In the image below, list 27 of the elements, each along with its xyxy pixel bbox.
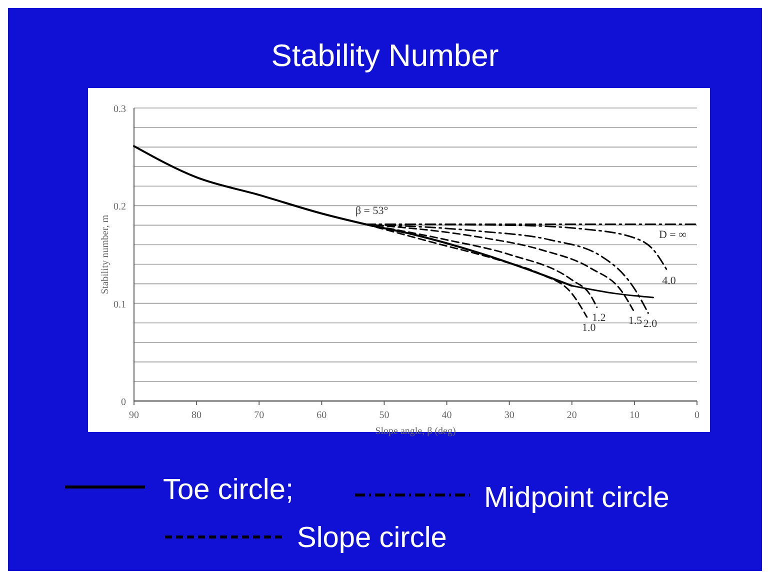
y-tick-label: 0.3 bbox=[114, 104, 126, 115]
x-tick-label: 40 bbox=[442, 410, 452, 421]
x-axis-title: Slope angle, β (deg) bbox=[375, 426, 456, 437]
y-tick-label: 0.2 bbox=[114, 202, 126, 213]
annotation: 1.2 bbox=[592, 312, 606, 324]
x-tick-label: 90 bbox=[129, 410, 139, 421]
legend-label: Midpoint circle bbox=[484, 482, 670, 514]
chart-title: Stability Number bbox=[271, 38, 499, 73]
y-axis-title: Stability number, m bbox=[100, 214, 111, 294]
x-tick-label: 10 bbox=[629, 410, 640, 421]
y-tick-label: 0 bbox=[121, 397, 126, 408]
y-tick-label: 0.1 bbox=[114, 299, 126, 310]
annotation: β = 53° bbox=[355, 205, 388, 218]
annotation: D = ∞ bbox=[658, 229, 687, 242]
annotation: 4.0 bbox=[662, 275, 676, 288]
legend-label: Toe circle; bbox=[163, 474, 294, 506]
x-tick-label: 70 bbox=[254, 410, 264, 421]
legend-label: Slope circle bbox=[297, 522, 447, 554]
x-tick-label: 0 bbox=[694, 410, 700, 421]
x-tick-label: 60 bbox=[316, 410, 327, 421]
x-tick-label: 30 bbox=[504, 410, 514, 421]
x-tick-label: 50 bbox=[379, 410, 390, 421]
annotation: 1.0 bbox=[582, 322, 596, 334]
annotation: 1.5 bbox=[628, 315, 643, 328]
annotation: 2.0 bbox=[643, 318, 658, 330]
x-tick-label: 80 bbox=[192, 410, 202, 421]
x-tick-label: 20 bbox=[566, 410, 577, 421]
